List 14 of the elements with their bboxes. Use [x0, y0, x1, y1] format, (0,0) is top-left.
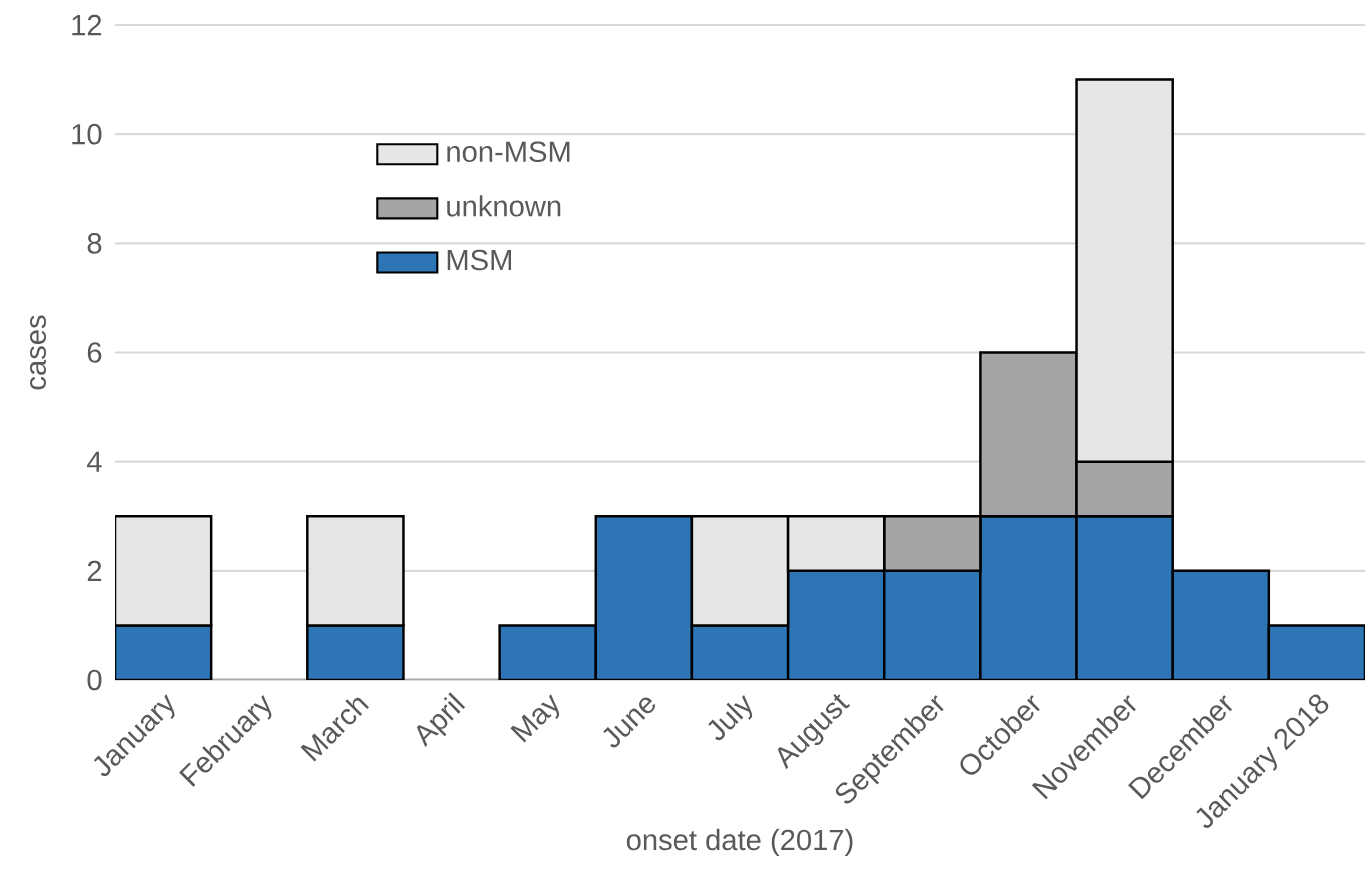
x-tick-label: May — [510, 694, 560, 743]
legend-label: non-MSM — [447, 141, 570, 163]
legend-label: MSM — [447, 249, 512, 271]
y-axis-title: cases — [30, 315, 47, 390]
x-axis-title: onset date (2017) — [626, 828, 853, 857]
y-tick-label: 8 — [87, 233, 102, 254]
legend-label: unknown — [447, 195, 561, 217]
y-tick-label: 12 — [72, 14, 102, 36]
y-tick-label: 10 — [72, 123, 102, 145]
x-tick-label: July — [708, 695, 753, 741]
y-tick-label: 4 — [87, 451, 102, 472]
y-tick-label: 6 — [87, 342, 102, 363]
y-tick-label: 0 — [87, 669, 102, 691]
y-tick-label: 2 — [87, 560, 102, 582]
